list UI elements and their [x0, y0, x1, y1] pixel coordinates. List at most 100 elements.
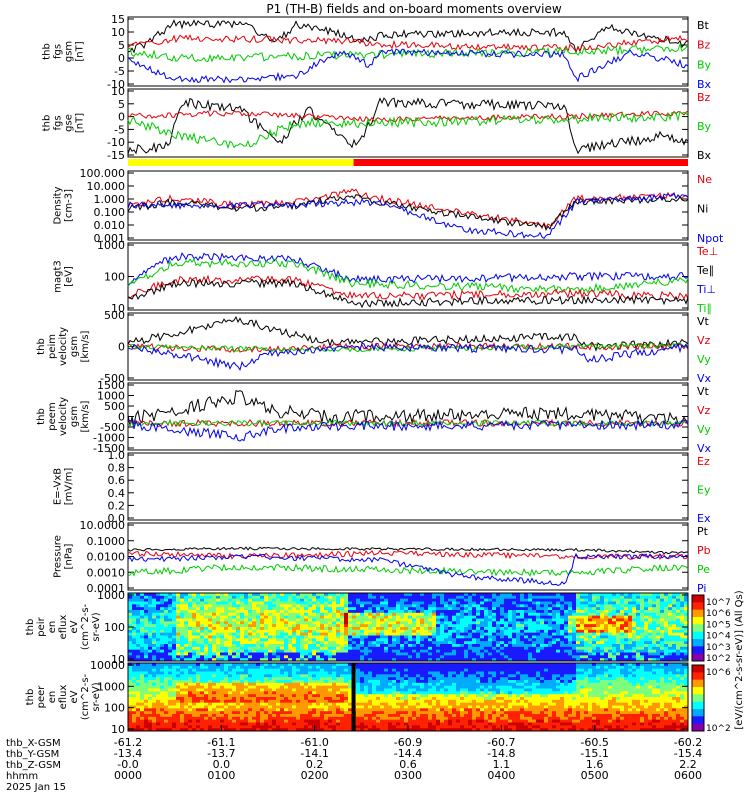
heatmap-cell: [320, 624, 325, 628]
heatmap-cell: [292, 618, 297, 622]
heatmap-cell: [572, 598, 577, 602]
heatmap-cell: [176, 685, 181, 689]
heatmap-cell: [252, 598, 257, 602]
heatmap-cell: [636, 646, 641, 651]
heatmap-cell: [188, 716, 193, 721]
heatmap-cell: [348, 663, 353, 667]
heatmap-cell: [412, 644, 417, 648]
heatmap-cell: [148, 598, 153, 602]
heatmap-cell: [180, 682, 185, 687]
heatmap-cell: [140, 624, 145, 628]
heatmap-cell: [432, 624, 437, 628]
heatmap-cell: [336, 615, 341, 619]
heatmap-cell: [412, 641, 417, 645]
heatmap-cell: [460, 601, 465, 605]
heatmap-cell: [500, 607, 505, 611]
heatmap-cell: [504, 621, 509, 625]
heatmap-cell: [500, 649, 505, 653]
heatmap-cell: [600, 646, 605, 651]
heatmap-cell: [136, 671, 141, 675]
heatmap-cell: [204, 624, 209, 628]
heatmap-cell: [156, 685, 161, 689]
heatmap-cell: [160, 627, 165, 631]
heatmap-cell: [216, 719, 221, 723]
heatmap-cell: [580, 604, 585, 608]
heatmap-cell: [352, 615, 357, 619]
heatmap-cell: [224, 671, 229, 675]
heatmap-cell: [172, 694, 177, 698]
heatmap-cell: [188, 593, 193, 597]
heatmap-cell: [252, 663, 257, 667]
heatmap-cell: [348, 593, 353, 597]
heatmap-cell: [424, 615, 429, 619]
heatmap-cell: [580, 607, 585, 611]
heatmap-cell: [288, 621, 293, 625]
heatmap-cell: [284, 598, 289, 602]
heatmap-cell: [464, 598, 469, 602]
heatmap-cell: [228, 688, 233, 692]
heatmap-cell: [476, 607, 481, 611]
heatmap-cell: [356, 593, 361, 597]
heatmap-cell: [600, 655, 605, 659]
heatmap-cell: [404, 604, 409, 608]
heatmap-cell: [344, 615, 349, 619]
heatmap-cell: [268, 668, 273, 672]
heatmap-cell: [188, 719, 193, 723]
heatmap-cell: [272, 677, 277, 681]
heatmap-cell: [224, 665, 229, 670]
heatmap-cell: [168, 635, 173, 639]
heatmap-cell: [652, 655, 657, 659]
heatmap-cell: [464, 644, 469, 648]
heatmap-cell: [520, 598, 525, 602]
heatmap-cell: [672, 598, 677, 602]
heatmap-cell: [336, 677, 341, 681]
heatmap-cell: [336, 593, 341, 597]
heatmap-cell: [220, 682, 225, 687]
heatmap-cell: [268, 674, 273, 678]
heatmap-cell: [128, 638, 133, 642]
heatmap-cell: [308, 680, 313, 684]
heatmap-cell: [244, 624, 249, 628]
heatmap-cell: [604, 621, 609, 625]
heatmap-cell: [200, 665, 205, 670]
heatmap-cell: [680, 618, 685, 622]
heatmap-cell: [188, 652, 193, 656]
heatmap-cell: [256, 641, 261, 645]
heatmap-cell: [128, 635, 133, 639]
heatmap-cell: [148, 699, 153, 704]
heatmap-cell: [472, 655, 477, 659]
heatmap-cell: [636, 641, 641, 645]
heatmap-cell: [264, 621, 269, 625]
heatmap-cell: [484, 595, 489, 600]
heatmap-cell: [304, 697, 309, 701]
heatmap-cell: [424, 612, 429, 617]
heatmap-cell: [528, 601, 533, 605]
heatmap-cell: [132, 604, 137, 608]
heatmap-cell: [264, 658, 269, 662]
heatmap-cell: [300, 635, 305, 639]
heatmap-cell: [296, 649, 301, 653]
heatmap-cell: [440, 658, 445, 662]
heatmap-cell: [644, 641, 649, 645]
heatmap-cell: [128, 708, 133, 712]
heatmap-cell: [500, 627, 505, 631]
heatmap-cell: [364, 644, 369, 648]
heatmap-cell: [276, 612, 281, 617]
heatmap-cell: [324, 618, 329, 622]
heatmap-cell: [152, 680, 157, 684]
heatmap-cell: [172, 615, 177, 619]
heatmap-cell: [272, 615, 277, 619]
heatmap-cell: [128, 697, 133, 701]
heatmap-cell: [336, 728, 341, 732]
heatmap-cell: [592, 601, 597, 605]
heatmap-cell: [472, 632, 477, 636]
heatmap-cell: [440, 646, 445, 651]
heatmap-cell: [392, 598, 397, 602]
heatmap-cell: [176, 705, 181, 709]
heatmap-cell: [356, 728, 361, 732]
heatmap-cell: [292, 668, 297, 672]
heatmap-cell: [172, 680, 177, 684]
heatmap-cell: [236, 685, 241, 689]
heatmap-cell: [172, 632, 177, 636]
heatmap-cell: [660, 646, 665, 651]
